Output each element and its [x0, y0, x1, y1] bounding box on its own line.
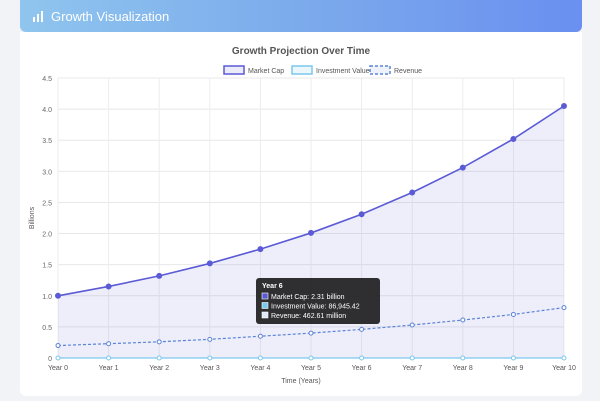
market-cap-point — [156, 272, 163, 279]
revenue-point — [207, 336, 213, 342]
investment-value-point — [156, 355, 162, 361]
x-tick-label: Year 0 — [48, 365, 68, 372]
legend-swatch-investment-value — [291, 65, 313, 75]
x-tick-label: Year 8 — [453, 365, 473, 372]
market-cap-point — [257, 246, 264, 253]
y-tick-label: 0 — [48, 356, 52, 363]
page-title: Growth Visualization — [51, 8, 170, 24]
investment-value-point — [257, 355, 263, 361]
revenue-point — [359, 326, 365, 332]
investment-value-point — [460, 355, 466, 361]
tooltip-swatch — [261, 311, 269, 319]
y-tick-label: 4.5 — [42, 76, 52, 83]
tooltip-line: Revenue: 462.61 million — [271, 313, 346, 320]
legend-label-investment-value: Investment Value — [316, 68, 370, 75]
legend-label-revenue: Revenue — [394, 68, 422, 75]
y-tick-label: 2.0 — [42, 232, 52, 239]
chart-card: Growth Projection Over Time Market Cap In… — [20, 32, 582, 396]
x-axis-title: Time (Years) — [281, 378, 321, 385]
legend-item-revenue[interactable]: Revenue — [369, 65, 422, 75]
revenue-point — [55, 343, 61, 349]
investment-value-point — [510, 355, 516, 361]
bar-chart-icon — [32, 9, 46, 23]
investment-value-point — [106, 355, 112, 361]
x-tick-label: Year 5 — [301, 365, 321, 372]
chart-axes: 0 0.5 1.0 1.5 2.0 2.5 3.0 3.5 4.0 4.5 Year 0 Year 1… — [29, 76, 576, 385]
y-tick-label: 0.5 — [42, 325, 52, 332]
x-tick-label: Year 1 — [99, 365, 119, 372]
investment-value-point — [55, 355, 61, 361]
revenue-point — [409, 322, 415, 328]
y-tick-label: 3.5 — [42, 138, 52, 145]
market-cap-point — [206, 260, 213, 267]
revenue-point — [308, 330, 314, 336]
market-cap-point — [308, 229, 314, 236]
x-tick-label: Year 3 — [200, 365, 220, 372]
market-cap-point — [459, 164, 466, 171]
market-cap-point — [561, 103, 567, 109]
tooltip-line: Market Cap: 2.31 billion — [271, 294, 345, 301]
growth-chart[interactable]: Growth Projection Over Time Market Cap In… — [20, 32, 582, 396]
y-axis-title: Billions — [29, 206, 36, 229]
market-cap-point — [409, 189, 416, 196]
investment-value-point — [409, 355, 415, 361]
tooltip-swatch — [261, 292, 269, 300]
x-tick-label: Year 9 — [503, 365, 523, 372]
market-cap-point — [105, 283, 112, 290]
legend-item-market-cap[interactable]: Market Cap — [223, 65, 284, 75]
investment-value-point — [207, 355, 213, 361]
chart-series — [55, 103, 567, 361]
tooltip-swatch — [261, 302, 269, 309]
y-tick-label: 1.5 — [42, 263, 52, 270]
investment-value-point — [359, 355, 365, 361]
x-tick-label: Year 7 — [402, 365, 422, 372]
x-tick-label: Year 10 — [552, 365, 576, 372]
chart-tooltip: Year 6 Market Cap: 2.31 billion Investment… — [256, 278, 380, 324]
legend-swatch-revenue — [369, 65, 391, 75]
app-header: Growth Visualization — [20, 0, 582, 32]
revenue-point — [510, 311, 516, 317]
y-tick-label: 3.0 — [42, 169, 52, 176]
tooltip-box — [256, 278, 380, 324]
revenue-point — [156, 339, 162, 345]
market-cap-point — [510, 135, 517, 142]
legend-swatch-market-cap — [223, 65, 245, 75]
y-tick-label: 2.5 — [42, 200, 52, 207]
legend-label-market-cap: Market Cap — [248, 68, 284, 75]
y-tick-label: 4.0 — [42, 107, 52, 114]
revenue-line — [57, 307, 565, 347]
market-cap-point — [358, 211, 365, 218]
revenue-point — [106, 341, 112, 347]
market-cap-point — [55, 292, 61, 299]
tooltip-title: Year 6 — [262, 283, 283, 290]
legend-item-investment-value[interactable]: Investment Value — [291, 65, 370, 75]
revenue-point — [561, 305, 567, 311]
market-cap-area — [58, 106, 564, 358]
x-tick-label: Year 6 — [352, 365, 372, 372]
y-tick-label: 1.0 — [42, 294, 52, 301]
x-tick-label: Year 4 — [250, 365, 270, 372]
revenue-point — [257, 333, 263, 339]
chart-title: Growth Projection Over Time — [232, 46, 371, 57]
revenue-point — [460, 317, 466, 323]
x-tick-label: Year 2 — [149, 365, 169, 372]
tooltip-line: Investment Value: 86,945.42 — [271, 304, 360, 311]
chart-legend[interactable]: Market Cap Investment Value Revenue — [223, 65, 422, 75]
investment-value-point — [561, 355, 567, 361]
investment-value-point — [308, 355, 314, 361]
